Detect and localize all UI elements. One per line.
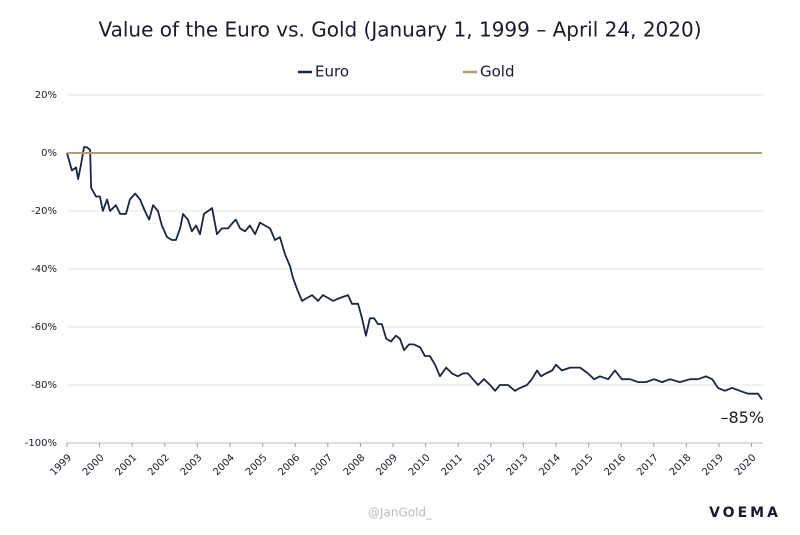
x-tick-label: 2008: [342, 452, 368, 478]
watermark: VOEMA: [709, 505, 781, 521]
y-tick-label: 0%: [41, 148, 57, 159]
x-tick-label: 2013: [505, 452, 531, 478]
x-tick-label: 2000: [81, 452, 107, 478]
x-tick-label: 2020: [733, 452, 759, 478]
x-tick-label: 2001: [113, 452, 139, 478]
y-tick-label: -40%: [31, 264, 57, 275]
y-tick-label: -80%: [31, 380, 57, 391]
x-tick-label: 2004: [211, 452, 237, 478]
x-tick-label: 2011: [439, 452, 465, 478]
x-tick-label: 2005: [244, 452, 270, 478]
x-tick-label: 2010: [407, 452, 433, 478]
x-tick-label: 2002: [146, 452, 172, 478]
y-tick-label: -60%: [31, 322, 57, 333]
line-series: [66, 146, 763, 401]
x-tick-label: 2006: [276, 452, 302, 478]
chart-title: Value of the Euro vs. Gold (January 1, 1…: [98, 18, 701, 42]
x-tick-label: 2014: [537, 452, 563, 478]
y-tick-label: -20%: [31, 206, 57, 217]
x-tick-label: 2012: [472, 452, 498, 478]
annotation: –85%: [720, 408, 764, 427]
x-tick-label: 2007: [309, 452, 335, 478]
x-tick-label: 2009: [374, 452, 400, 478]
y-tick-label: 20%: [35, 90, 57, 101]
x-tick-label: 2016: [602, 452, 628, 478]
x-tick-label: 2015: [570, 452, 596, 478]
x-tick-label: 2017: [635, 452, 661, 478]
x-tick-label: 2018: [668, 452, 694, 478]
y-tick-label: -100%: [25, 438, 57, 449]
legend-label: Euro: [315, 63, 349, 81]
legend-label: Gold: [480, 63, 515, 81]
watermark: @JanGold_: [368, 506, 433, 520]
x-tick-label: 2019: [700, 452, 726, 478]
x-tick-label: 2003: [179, 452, 205, 478]
x-tick-label: 1999: [48, 452, 74, 478]
